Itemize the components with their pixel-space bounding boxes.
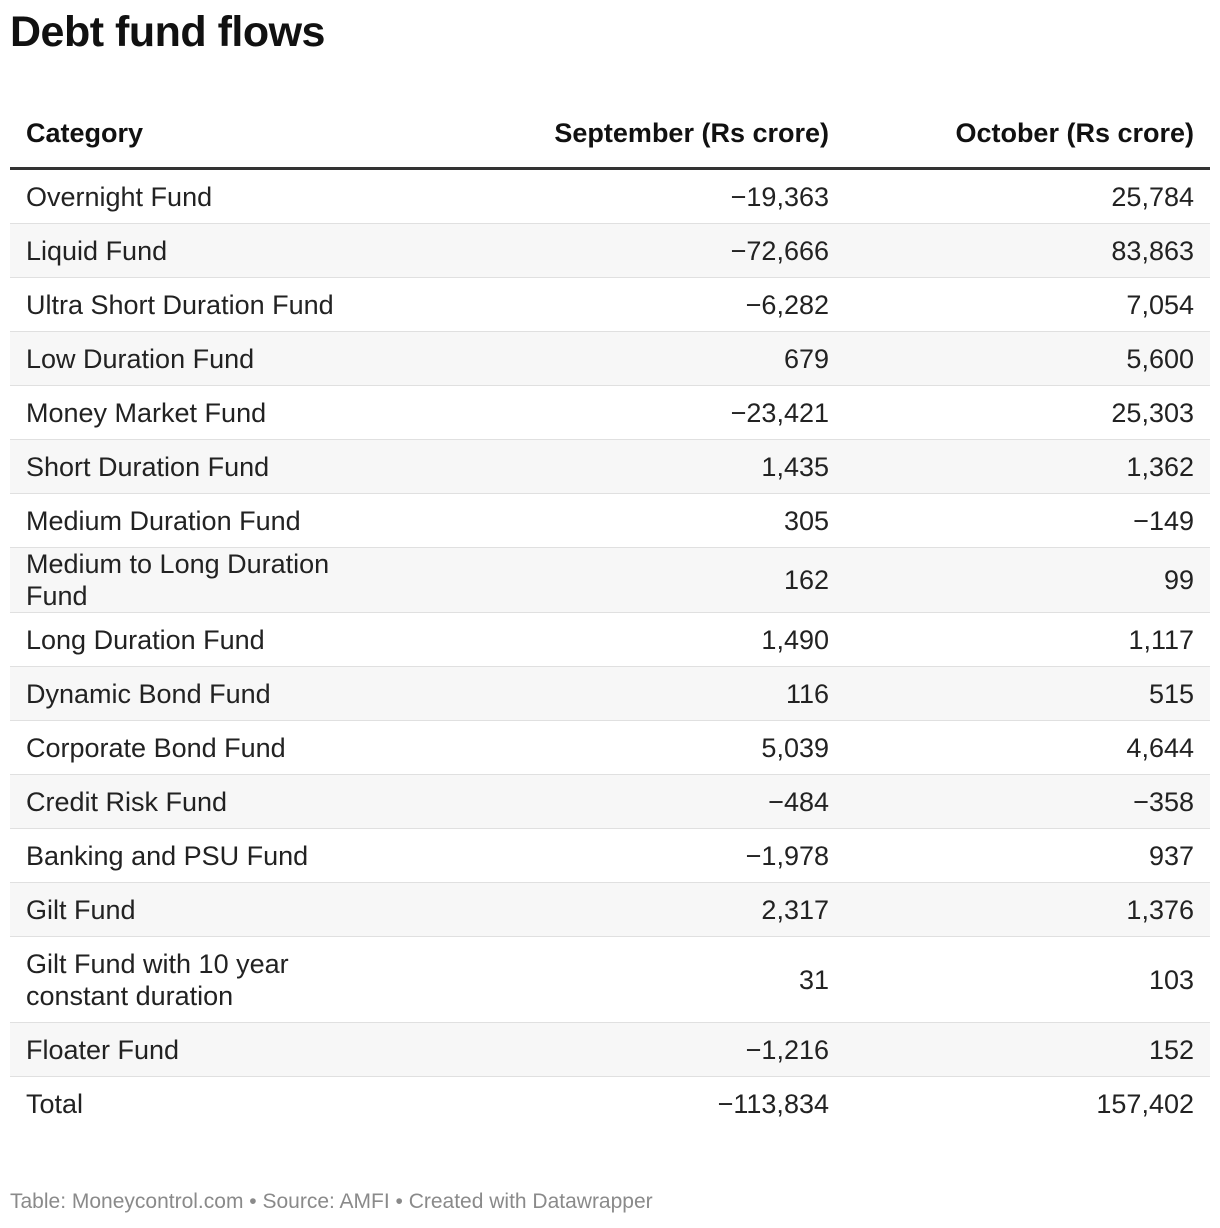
september-value: 679 (428, 331, 845, 386)
october-value: 157,402 (1096, 1088, 1194, 1119)
column-header-october[interactable]: October (Rs crore) (845, 100, 1210, 170)
september-value: 31 (428, 936, 845, 1023)
september-value: −23,421 (428, 385, 845, 440)
table-row: Ultra Short Duration Fund −6,282 7,054 (10, 277, 1210, 332)
category-label: Ultra Short Duration Fund (26, 289, 334, 320)
october-value: 7,054 (845, 277, 1210, 332)
table-row: Liquid Fund −72,666 83,863 (10, 223, 1210, 278)
category-cell: Medium to Long Duration Fund (10, 547, 428, 613)
category-label: Long Duration Fund (26, 624, 265, 655)
total-row: Total −113,834 157,402 (10, 1077, 1210, 1131)
october-value: 1,376 (845, 882, 1210, 937)
september-value: −113,834 (717, 1088, 829, 1119)
september-value: −6,282 (428, 277, 845, 332)
table-row: Medium to Long Duration Fund 162 99 (10, 547, 1210, 613)
table-title: Debt fund flows (10, 8, 325, 56)
category-cell: Dynamic Bond Fund (10, 666, 428, 721)
category-label: Floater Fund (26, 1034, 180, 1065)
category-label: Dynamic Bond Fund (26, 678, 271, 709)
data-table: Category September (Rs crore) October (R… (10, 100, 1210, 1130)
category-cell: Long Duration Fund (10, 612, 428, 667)
september-value: −1,978 (428, 828, 845, 883)
category-label: Money Market Fund (26, 397, 267, 428)
category-cell: Money Market Fund (10, 385, 428, 440)
column-header-category[interactable]: Category (10, 100, 428, 170)
table-row: Money Market Fund −23,421 25,303 (10, 385, 1210, 440)
october-value: 1,362 (845, 439, 1210, 494)
september-value: 116 (428, 666, 845, 721)
category-label: Banking and PSU Fund (26, 840, 309, 871)
category-cell: Gilt Fund with 10 year constant duration (10, 936, 428, 1023)
category-cell: Corporate Bond Fund (10, 720, 428, 775)
category-cell: Gilt Fund (10, 882, 428, 937)
category-label: Overnight Fund (26, 181, 213, 212)
category-cell: Ultra Short Duration Fund (10, 277, 428, 332)
category-cell: Total (10, 1077, 428, 1131)
september-value: 305 (428, 493, 845, 548)
table-row: Credit Risk Fund −484 −358 (10, 774, 1210, 829)
table-row: Medium Duration Fund 305 −149 (10, 493, 1210, 548)
table-row: Low Duration Fund 679 5,600 (10, 331, 1210, 386)
october-value: 5,600 (845, 331, 1210, 386)
september-value: 2,317 (428, 882, 845, 937)
table-row: Gilt Fund 2,317 1,376 (10, 882, 1210, 937)
category-label: Medium Duration Fund (26, 505, 301, 536)
category-label: Medium to Long Duration Fund (26, 549, 330, 611)
october-value: 103 (845, 936, 1210, 1023)
table-row: Short Duration Fund 1,435 1,362 (10, 439, 1210, 494)
table-row: Overnight Fund −19,363 25,784 (10, 168, 1210, 224)
october-value: 1,117 (845, 612, 1210, 667)
october-value: 152 (845, 1022, 1210, 1077)
table-row: Banking and PSU Fund −1,978 937 (10, 828, 1210, 883)
table-row: Dynamic Bond Fund 116 515 (10, 666, 1210, 721)
october-value: 4,644 (845, 720, 1210, 775)
september-value: −484 (428, 774, 845, 829)
table-body: Overnight Fund −19,363 25,784 Liquid Fund −7… (10, 168, 1210, 1131)
october-value: 515 (845, 666, 1210, 721)
september-value: 5,039 (428, 720, 845, 775)
category-label: Liquid Fund (26, 235, 168, 266)
september-value: −1,216 (428, 1022, 845, 1077)
category-cell: Floater Fund (10, 1022, 428, 1077)
category-label: Credit Risk Fund (26, 786, 228, 817)
category-label: Gilt Fund (26, 894, 136, 925)
category-label: Low Duration Fund (26, 343, 255, 374)
october-value: 99 (845, 547, 1210, 613)
category-label: Total (26, 1088, 84, 1119)
table-row: Floater Fund −1,216 152 (10, 1022, 1210, 1077)
header-row: Category September (Rs crore) October (R… (10, 100, 1210, 170)
october-value: 25,303 (845, 385, 1210, 440)
category-cell: Short Duration Fund (10, 439, 428, 494)
category-cell: Credit Risk Fund (10, 774, 428, 829)
september-value: 1,435 (428, 439, 845, 494)
column-header-september[interactable]: September (Rs crore) (428, 100, 845, 170)
category-cell: Low Duration Fund (10, 331, 428, 386)
october-value: 937 (845, 828, 1210, 883)
category-label: Short Duration Fund (26, 451, 270, 482)
september-value: −19,363 (428, 168, 845, 224)
category-cell: Liquid Fund (10, 223, 428, 278)
category-label: Gilt Fund with 10 year constant duration (26, 948, 289, 1011)
october-value: −358 (845, 774, 1210, 829)
source-footer: Table: Moneycontrol.com • Source: AMFI •… (10, 1190, 653, 1213)
category-cell: Banking and PSU Fund (10, 828, 428, 883)
september-value: 1,490 (428, 612, 845, 667)
category-cell: Medium Duration Fund (10, 493, 428, 548)
category-label: Corporate Bond Fund (26, 732, 286, 763)
table-row: Gilt Fund with 10 year constant duration… (10, 936, 1210, 1023)
september-value: −72,666 (428, 223, 845, 278)
october-value: 83,863 (845, 223, 1210, 278)
table-row: Corporate Bond Fund 5,039 4,644 (10, 720, 1210, 775)
category-cell: Overnight Fund (10, 168, 428, 224)
october-value: 25,784 (845, 168, 1210, 224)
october-value: −149 (845, 493, 1210, 548)
september-value: 162 (428, 547, 845, 613)
table-row: Long Duration Fund 1,490 1,117 (10, 612, 1210, 667)
